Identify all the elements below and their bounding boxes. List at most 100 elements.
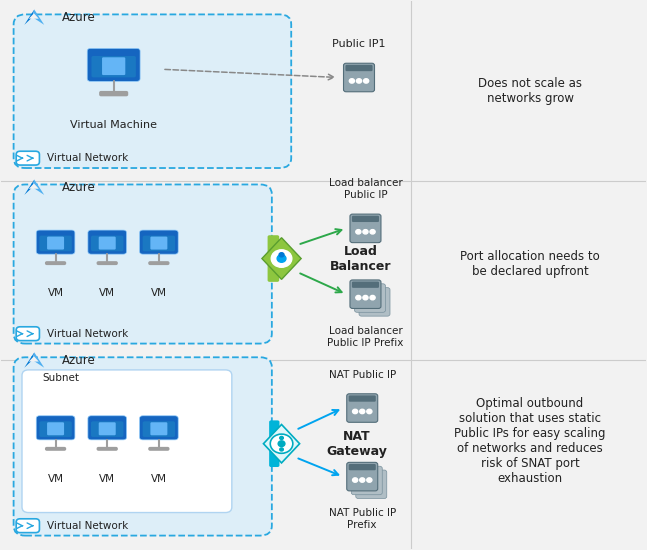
Circle shape (356, 79, 362, 83)
Circle shape (278, 441, 285, 447)
Text: Azure: Azure (62, 11, 96, 24)
FancyBboxPatch shape (14, 184, 272, 344)
FancyBboxPatch shape (96, 261, 118, 265)
FancyBboxPatch shape (347, 463, 378, 491)
FancyBboxPatch shape (347, 394, 378, 422)
Polygon shape (29, 183, 39, 189)
FancyBboxPatch shape (148, 261, 170, 265)
FancyBboxPatch shape (142, 421, 175, 437)
FancyBboxPatch shape (350, 280, 381, 309)
FancyBboxPatch shape (47, 422, 64, 435)
FancyBboxPatch shape (39, 235, 72, 251)
FancyBboxPatch shape (91, 421, 124, 437)
FancyBboxPatch shape (148, 447, 170, 451)
FancyBboxPatch shape (356, 470, 387, 498)
FancyBboxPatch shape (352, 282, 379, 288)
FancyBboxPatch shape (349, 464, 376, 470)
FancyBboxPatch shape (91, 235, 124, 251)
Text: NAT Public IP
Prefix: NAT Public IP Prefix (329, 508, 396, 530)
FancyBboxPatch shape (36, 416, 75, 440)
Text: NAT
Gateway: NAT Gateway (327, 430, 388, 458)
FancyBboxPatch shape (88, 416, 127, 440)
FancyBboxPatch shape (349, 395, 376, 402)
Polygon shape (263, 425, 300, 463)
Circle shape (277, 255, 286, 262)
Circle shape (349, 79, 355, 83)
Circle shape (356, 295, 361, 300)
Text: Load
Balancer: Load Balancer (330, 245, 391, 273)
FancyBboxPatch shape (352, 216, 379, 222)
Text: Virtual Network: Virtual Network (47, 329, 128, 339)
Circle shape (353, 478, 358, 482)
Text: Azure: Azure (62, 354, 96, 367)
Circle shape (363, 295, 368, 300)
Text: Does not scale as
networks grow: Does not scale as networks grow (478, 77, 582, 105)
FancyBboxPatch shape (16, 327, 39, 340)
Text: VM: VM (48, 288, 63, 298)
Circle shape (360, 478, 365, 482)
FancyBboxPatch shape (269, 420, 280, 467)
FancyBboxPatch shape (150, 422, 168, 435)
Circle shape (364, 79, 369, 83)
Text: Public IP1: Public IP1 (333, 39, 386, 49)
Circle shape (279, 252, 284, 257)
FancyBboxPatch shape (91, 56, 136, 78)
FancyBboxPatch shape (351, 466, 382, 494)
FancyBboxPatch shape (355, 284, 386, 312)
Circle shape (280, 448, 283, 451)
Circle shape (370, 229, 375, 234)
FancyBboxPatch shape (345, 65, 373, 71)
FancyBboxPatch shape (16, 519, 39, 532)
Circle shape (280, 436, 283, 439)
Polygon shape (25, 353, 34, 368)
FancyBboxPatch shape (140, 416, 178, 440)
Circle shape (270, 434, 293, 453)
Text: Port allocation needs to
be declared upfront: Port allocation needs to be declared upf… (460, 250, 600, 278)
Text: Azure: Azure (62, 182, 96, 194)
Circle shape (353, 409, 358, 414)
FancyBboxPatch shape (142, 235, 175, 251)
Polygon shape (29, 13, 39, 19)
Polygon shape (29, 356, 39, 361)
Polygon shape (32, 353, 44, 368)
FancyBboxPatch shape (36, 230, 75, 254)
Polygon shape (25, 9, 34, 25)
FancyBboxPatch shape (344, 63, 375, 92)
FancyBboxPatch shape (96, 447, 118, 451)
Text: VM: VM (151, 474, 167, 484)
Polygon shape (32, 9, 44, 25)
FancyBboxPatch shape (99, 91, 128, 96)
FancyBboxPatch shape (14, 358, 272, 536)
Circle shape (367, 409, 372, 414)
Circle shape (363, 229, 368, 234)
Text: VM: VM (99, 474, 115, 484)
FancyBboxPatch shape (150, 236, 168, 250)
Circle shape (367, 478, 372, 482)
Text: NAT Public IP: NAT Public IP (329, 370, 396, 379)
Polygon shape (32, 179, 44, 195)
Polygon shape (25, 179, 34, 195)
FancyBboxPatch shape (140, 230, 178, 254)
FancyBboxPatch shape (47, 236, 64, 250)
FancyBboxPatch shape (99, 236, 116, 250)
Circle shape (370, 295, 375, 300)
FancyBboxPatch shape (16, 151, 39, 165)
Text: Virtual Network: Virtual Network (47, 521, 128, 531)
FancyBboxPatch shape (350, 214, 381, 243)
FancyBboxPatch shape (39, 421, 72, 437)
FancyBboxPatch shape (22, 370, 232, 513)
Text: Load balancer
Public IP: Load balancer Public IP (329, 178, 402, 200)
FancyBboxPatch shape (99, 422, 116, 435)
FancyBboxPatch shape (87, 48, 140, 81)
Polygon shape (262, 238, 301, 279)
FancyBboxPatch shape (88, 230, 127, 254)
Text: VM: VM (151, 288, 167, 298)
FancyBboxPatch shape (102, 57, 126, 75)
Text: Subnet: Subnet (43, 373, 80, 383)
Text: VM: VM (48, 474, 63, 484)
FancyBboxPatch shape (45, 261, 66, 265)
Text: Virtual Network: Virtual Network (47, 153, 128, 163)
Circle shape (271, 250, 292, 267)
FancyBboxPatch shape (14, 14, 291, 168)
Text: Load balancer
Public IP Prefix: Load balancer Public IP Prefix (327, 326, 404, 348)
